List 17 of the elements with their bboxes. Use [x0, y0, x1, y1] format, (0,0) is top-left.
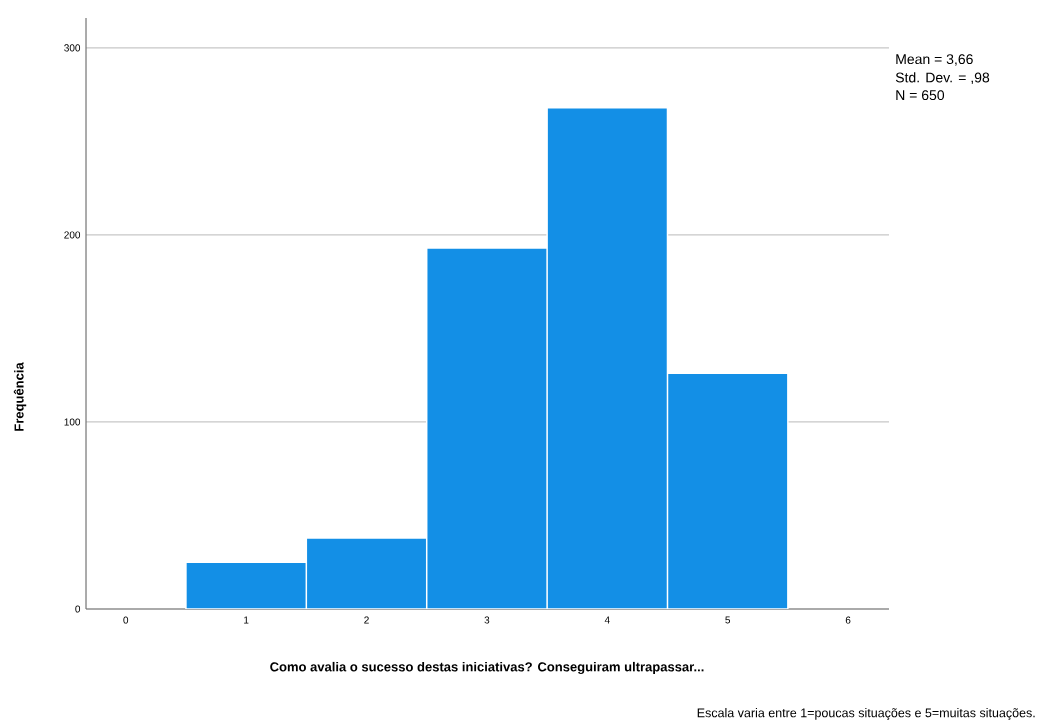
- x-tick-label: 5: [725, 616, 731, 624]
- text: Mean = 3,66: [896, 54, 973, 66]
- y-tick-label: 0: [75, 605, 81, 613]
- y-axis-title: Frequência: [13, 362, 27, 431]
- x-tick-label: 4: [604, 616, 610, 624]
- text: N = 650: [896, 90, 945, 101]
- x-tick-label: 2: [364, 616, 369, 624]
- x-tick-label: 0: [123, 616, 129, 624]
- y-tick-label: 300: [64, 44, 81, 52]
- y-tick-label: 200: [64, 231, 81, 239]
- x-tick-label: 1: [244, 616, 249, 624]
- x-axis-title: Como avalia o sucesso destas iniciativas? Conseguiram ultrapassar...: [270, 661, 704, 675]
- y-tick-label: 100: [64, 418, 81, 426]
- x-tick-label: 6: [845, 616, 851, 624]
- text: Escala varia entre 1=poucas situações e 5=muitas situações.: [697, 708, 1035, 720]
- text: Std. Dev. = ,98: [895, 72, 990, 85]
- x-tick-label: 3: [484, 616, 490, 624]
